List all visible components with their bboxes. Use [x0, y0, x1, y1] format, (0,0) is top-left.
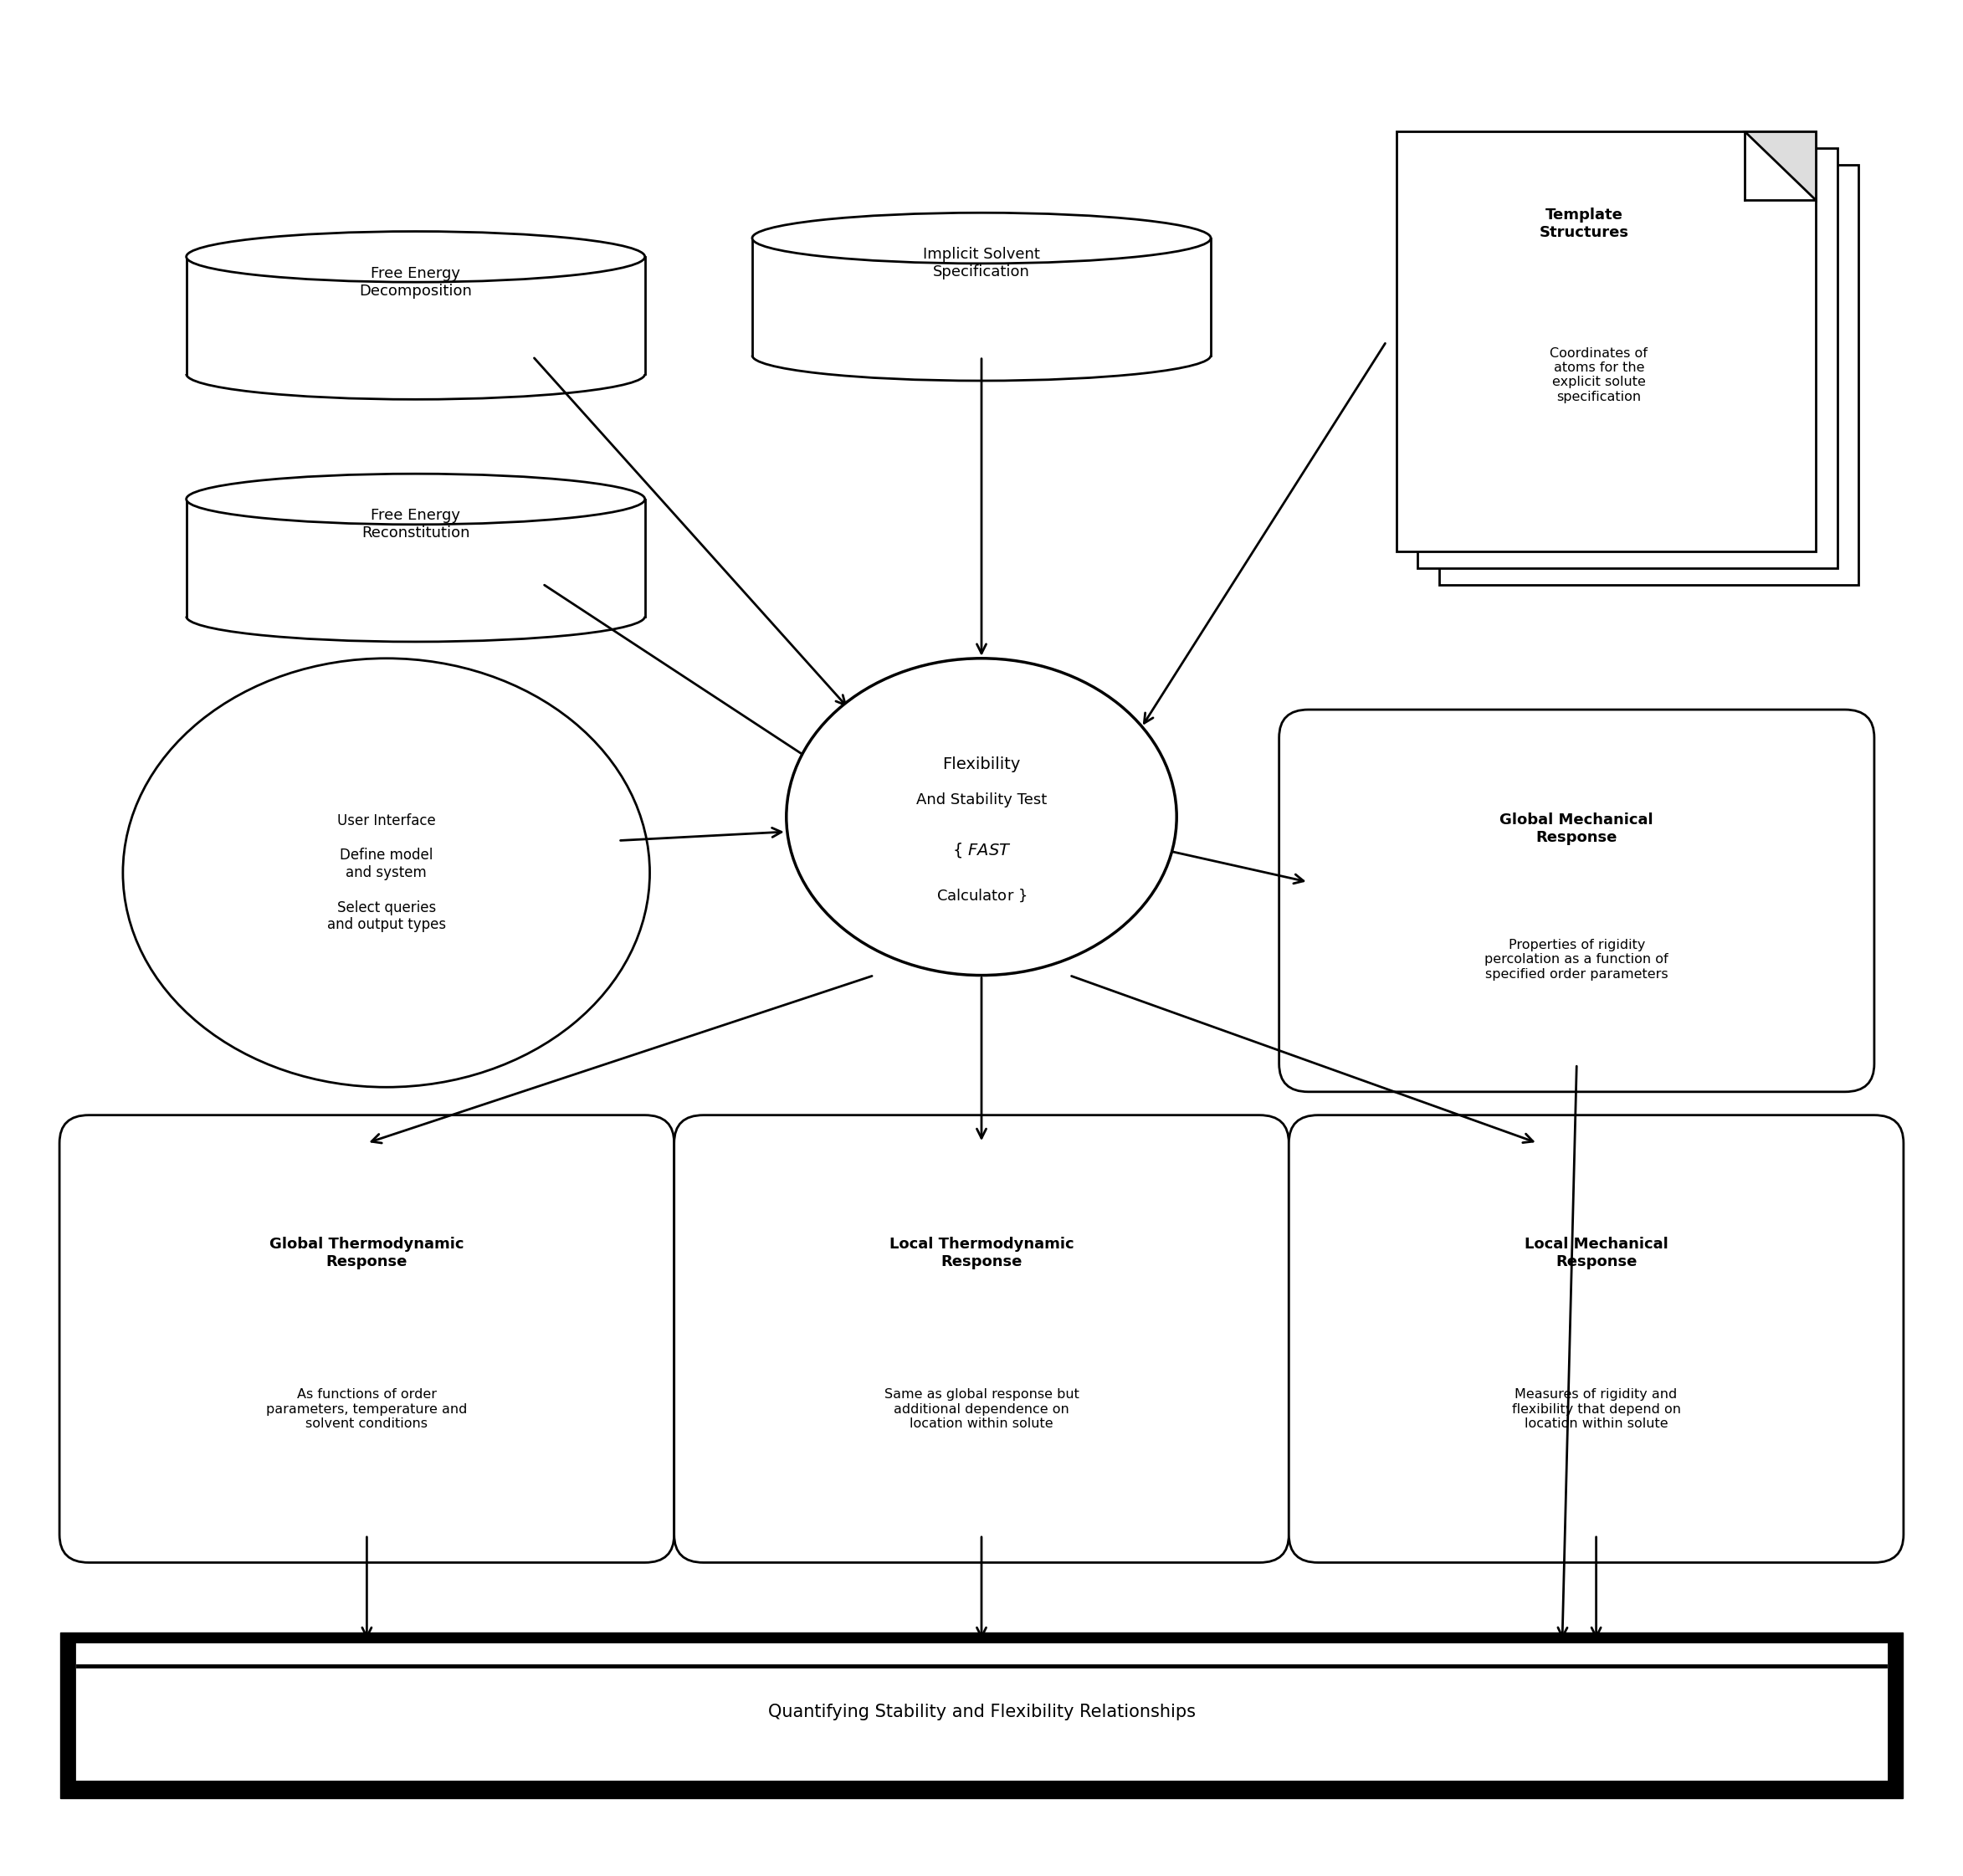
FancyBboxPatch shape: [1280, 709, 1875, 1092]
Text: Global Mechanical
Response: Global Mechanical Response: [1500, 812, 1653, 846]
Bar: [1439, 165, 1859, 585]
Text: Same as global response but
additional dependence on
location within solute: Same as global response but additional d…: [883, 1388, 1080, 1430]
Text: Quantifying Stability and Flexibility Relationships: Quantifying Stability and Flexibility Re…: [768, 1703, 1195, 1720]
Ellipse shape: [787, 658, 1176, 976]
Bar: [752, 238, 1211, 355]
Text: Local Mechanical
Response: Local Mechanical Response: [1525, 1236, 1669, 1268]
Bar: [75, 1642, 1888, 1782]
Text: User Interface

Define model
and system

Select queries
and output types: User Interface Define model and system S…: [328, 812, 446, 932]
Bar: [186, 257, 646, 373]
Ellipse shape: [752, 212, 1211, 263]
Text: Template
Structures: Template Structures: [1539, 208, 1629, 240]
Bar: [61, 1632, 1902, 1799]
Text: $\{$ $\it{FAST}$: $\{$ $\it{FAST}$: [952, 840, 1011, 859]
Text: Calculator $\}$: Calculator $\}$: [936, 887, 1027, 902]
Text: Free Energy
Decomposition: Free Energy Decomposition: [359, 266, 471, 298]
Text: Coordinates of
atoms for the
explicit solute
specification: Coordinates of atoms for the explicit so…: [1551, 347, 1647, 403]
FancyBboxPatch shape: [59, 1114, 673, 1563]
Ellipse shape: [186, 231, 646, 281]
Text: Measures of rigidity and
flexibility that depend on
location within solute: Measures of rigidity and flexibility tha…: [1512, 1388, 1680, 1430]
FancyBboxPatch shape: [1290, 1114, 1904, 1563]
FancyBboxPatch shape: [673, 1114, 1290, 1563]
Bar: [1396, 131, 1816, 552]
Text: Local Thermodynamic
Response: Local Thermodynamic Response: [889, 1236, 1074, 1268]
Bar: [1417, 148, 1837, 568]
Ellipse shape: [124, 658, 650, 1088]
Text: As functions of order
parameters, temperature and
solvent conditions: As functions of order parameters, temper…: [267, 1388, 467, 1430]
Text: Global Thermodynamic
Response: Global Thermodynamic Response: [269, 1236, 463, 1268]
Bar: [186, 499, 646, 617]
Text: Free Energy
Reconstitution: Free Energy Reconstitution: [361, 508, 469, 540]
Text: Properties of rigidity
percolation as a function of
specified order parameters: Properties of rigidity percolation as a …: [1484, 938, 1669, 981]
Polygon shape: [1745, 131, 1816, 201]
Text: Implicit Solvent
Specification: Implicit Solvent Specification: [923, 248, 1040, 280]
Ellipse shape: [186, 475, 646, 525]
Text: Flexibility: Flexibility: [942, 756, 1021, 773]
Text: And Stability Test: And Stability Test: [917, 792, 1046, 807]
